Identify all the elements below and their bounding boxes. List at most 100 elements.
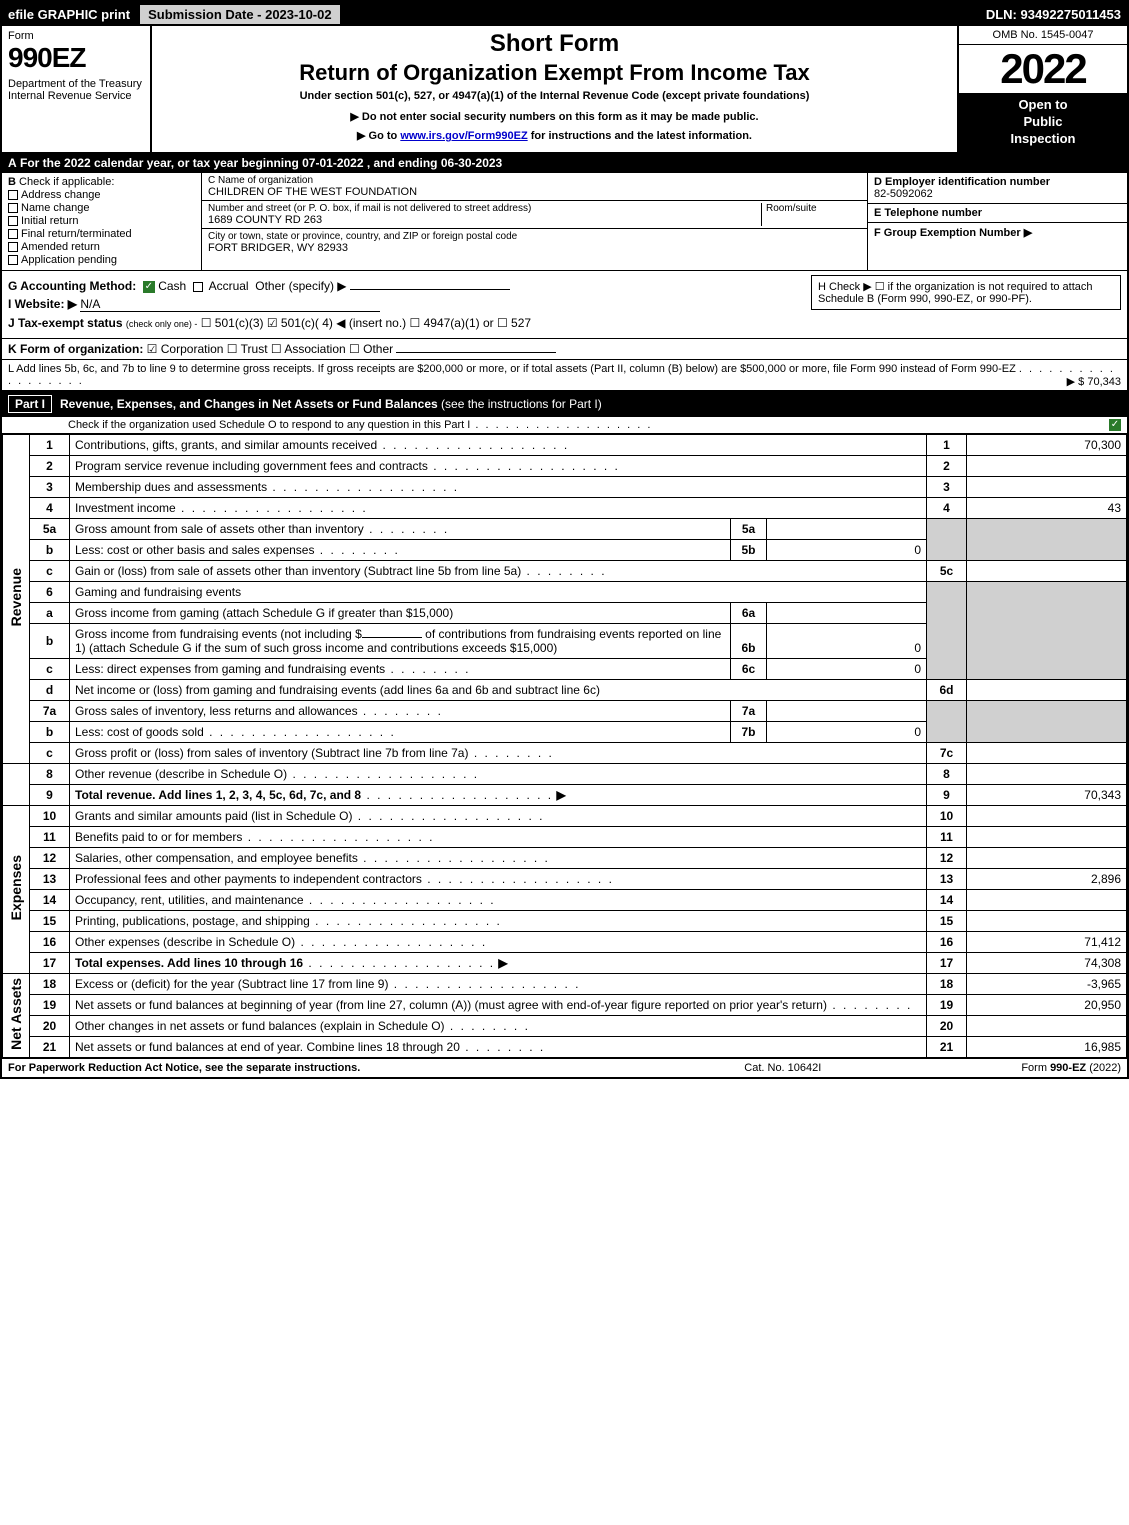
group-row: F Group Exemption Number ▶ [868,223,1127,242]
j-label: J Tax-exempt status [8,316,123,330]
line1-val: 70,300 [967,434,1127,455]
line19-val: 20,950 [967,994,1127,1015]
irs-link[interactable]: www.irs.gov/Form990EZ [400,130,527,142]
line7b-subval: 0 [767,721,927,742]
line6-num: 6 [30,581,70,602]
part1-header: Part I Revenue, Expenses, and Changes in… [2,392,1127,417]
form-header: Form 990EZ Department of the Treasury In… [2,26,1127,154]
ghij-section: H Check ▶ ☐ if the organization is not r… [2,271,1127,339]
line6a-num: a [30,602,70,623]
line21-val: 16,985 [967,1036,1127,1057]
line6d-val [967,679,1127,700]
form-990ez-page: efile GRAPHIC print Submission Date - 20… [0,0,1129,1079]
line19-desc: Net assets or fund balances at beginning… [70,994,927,1015]
line6c-desc: Less: direct expenses from gaming and fu… [70,658,731,679]
line5c-rnum: 5c [927,560,967,581]
line11-val [967,826,1127,847]
check-name-change[interactable]: Name change [8,202,195,214]
line2-val [967,455,1127,476]
line7c-desc: Gross profit or (loss) from sales of inv… [70,742,927,763]
line5b-desc: Less: cost or other basis and sales expe… [70,539,731,560]
group-label: F Group Exemption Number ▶ [874,227,1032,239]
line7c-num: c [30,742,70,763]
line5c-num: c [30,560,70,581]
line14-desc: Occupancy, rent, utilities, and maintena… [70,889,927,910]
cat-number: Cat. No. 10642I [744,1062,821,1074]
line8-rnum: 8 [927,763,967,784]
line21-desc: Net assets or fund balances at end of ye… [70,1036,927,1057]
line16-rnum: 16 [927,931,967,952]
line1-rnum: 1 [927,434,967,455]
line12-val [967,847,1127,868]
line6b-desc: Gross income from fundraising events (no… [70,623,731,658]
line4-val: 43 [967,497,1127,518]
h-box: H Check ▶ ☐ if the organization is not r… [811,275,1121,310]
inspection-badge: Open to Public Inspection [959,93,1127,152]
checkbox-icon [8,190,18,200]
check-address-change[interactable]: Address change [8,189,195,201]
line3-num: 3 [30,476,70,497]
page-footer: For Paperwork Reduction Act Notice, see … [2,1058,1127,1077]
line4-desc: Investment income [70,497,927,518]
g-accrual: Accrual [209,279,249,293]
line17-val: 74,308 [967,952,1127,973]
section-a: A For the 2022 calendar year, or tax yea… [2,154,1127,173]
part1-tag: Part I [8,395,52,413]
check-amended-return[interactable]: Amended return [8,241,195,253]
efile-print-label[interactable]: efile GRAPHIC print [2,7,136,22]
line21-rnum: 21 [927,1036,967,1057]
revenue-table: Revenue 1 Contributions, gifts, grants, … [2,434,1127,1058]
line7a-subnum: 7a [731,700,767,721]
line7b-subnum: 7b [731,721,767,742]
line7c-rnum: 7c [927,742,967,763]
line19-rnum: 19 [927,994,967,1015]
part1-check-row: Check if the organization used Schedule … [2,417,1127,434]
line3-val [967,476,1127,497]
netassets-side: Net Assets [3,973,30,1057]
checkbox-icon [8,216,18,226]
line10-rnum: 10 [927,805,967,826]
line6a-subval [767,602,927,623]
l-text: L Add lines 5b, 6c, and 7b to line 9 to … [8,363,1016,375]
line6d-num: d [30,679,70,700]
shade-cell [927,518,967,560]
line13-val: 2,896 [967,868,1127,889]
l-amount: ▶ $ 70,343 [1067,375,1121,388]
check-final-return[interactable]: Final return/terminated [8,228,195,240]
line5b-num: b [30,539,70,560]
line6b-num: b [30,623,70,658]
line8-val [967,763,1127,784]
line14-num: 14 [30,889,70,910]
line20-rnum: 20 [927,1015,967,1036]
c-column: C Name of organization CHILDREN OF THE W… [202,173,867,270]
checkbox-icon [8,255,18,265]
g-other: Other (specify) ▶ [255,279,346,293]
a-text: For the 2022 calendar year, or tax year … [20,156,502,170]
check-schedule-o-icon: ✓ [1109,419,1121,431]
line1-desc: Contributions, gifts, grants, and simila… [70,434,927,455]
paperwork-notice: For Paperwork Reduction Act Notice, see … [8,1062,360,1074]
line16-desc: Other expenses (describe in Schedule O) [70,931,927,952]
b-label: B [8,176,16,188]
return-title: Return of Organization Exempt From Incom… [160,60,949,86]
revenue-side: Revenue [3,434,30,763]
checkbox-icon [193,282,203,292]
line17-desc: Total expenses. Add lines 10 through 16 [70,952,927,973]
line8-num: 8 [30,763,70,784]
line10-num: 10 [30,805,70,826]
line4-rnum: 4 [927,497,967,518]
checkbox-icon [8,203,18,213]
dln-number: DLN: 93492275011453 [980,7,1127,22]
goto-post: for instructions and the latest informat… [528,130,752,142]
website-value: N/A [80,297,380,312]
line7c-val [967,742,1127,763]
goto-pre: Go to [369,130,401,142]
header-middle: Short Form Return of Organization Exempt… [152,26,957,152]
check-application-pending[interactable]: Application pending [8,254,195,266]
form-label: Form [8,30,144,42]
j-row: J Tax-exempt status (check only one) - ☐… [8,316,1121,330]
line19-num: 19 [30,994,70,1015]
line1-num: 1 [30,434,70,455]
check-initial-return[interactable]: Initial return [8,215,195,227]
d-column: D Employer identification number 82-5092… [867,173,1127,270]
